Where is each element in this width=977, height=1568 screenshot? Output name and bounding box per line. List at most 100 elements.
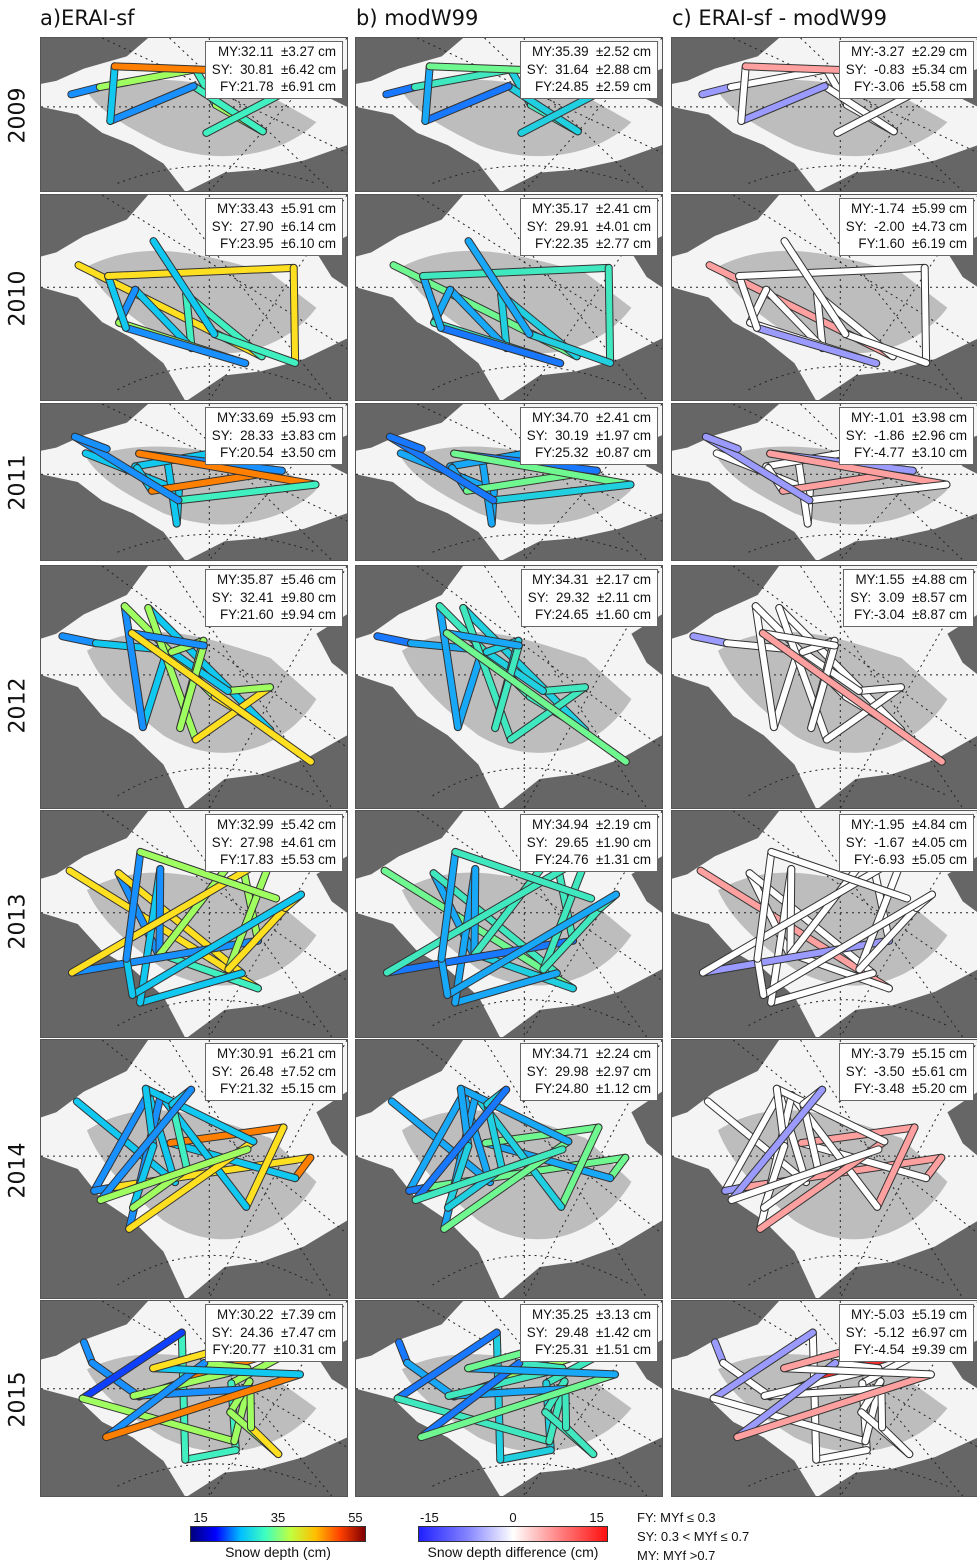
- stats-fy-line: FY:-3.06 ±5.58 cm: [853, 79, 967, 94]
- map-panel-2010-difference: MY:-1.74 ±5.99 cm SY: -2.00 ±4.73 cm FY:1.…: [671, 194, 977, 401]
- land-mass: [818, 1437, 977, 1496]
- flight-track-segment: [447, 286, 510, 352]
- multiyear-ice-region: [401, 79, 632, 157]
- flight-track-segment: [412, 1086, 510, 1204]
- flight-track-segment: [754, 848, 775, 962]
- stats-box: MY:-5.03 ±5.19 cm SY: -5.12 ±6.97 cm FY:-4…: [838, 1304, 974, 1362]
- stats-fy-line: FY:-6.93 ±5.05 cm: [853, 852, 967, 867]
- flight-track-segment: [132, 286, 195, 352]
- flight-track-segment: [167, 1124, 287, 1146]
- graticule-arc: [432, 1463, 632, 1487]
- flight-track-segment: [136, 450, 319, 488]
- graticule-line: [208, 811, 347, 1037]
- colorbar-diff-tick: 0: [509, 1510, 517, 1525]
- flight-track-segment: [224, 684, 273, 694]
- stats-my-line: MY:35.17 ±2.41 cm: [532, 201, 651, 216]
- graticule-line: [101, 811, 347, 981]
- flight-track-segment: [243, 1124, 287, 1210]
- graticule-line: [839, 1301, 977, 1496]
- stats-fy-line: FY:-4.54 ±9.39 cm: [853, 1342, 967, 1357]
- stats-fy-line: FY:-4.77 ±3.10 cm: [853, 445, 967, 460]
- flight-track-segment: [734, 1360, 839, 1441]
- land-mass: [41, 38, 149, 84]
- map-panel-2014-erai-sf: MY:30.91 ±6.21 cm SY: 26.48 ±7.52 cm FY:21…: [40, 1039, 348, 1299]
- land-mass: [356, 1388, 500, 1496]
- arctic-map: [672, 811, 977, 1037]
- land-mass: [41, 287, 185, 400]
- stats-fy-line: FY:22.35 ±2.77 cm: [534, 236, 651, 251]
- flight-track-segment: [813, 1447, 870, 1463]
- map-panel-2009-difference: MY:-3.27 ±2.29 cm SY: -0.83 ±5.34 cm FY:-3…: [671, 37, 977, 192]
- stats-fy-line: FY:24.85 ±2.59 cm: [534, 79, 651, 94]
- stats-box: MY:30.91 ±6.21 cm SY: 26.48 ±7.52 cm FY:21…: [204, 1043, 343, 1101]
- stats-my-line: MY:-3.27 ±2.29 cm: [850, 44, 967, 59]
- graticule-line: [523, 811, 662, 1037]
- flight-track-segment: [507, 684, 588, 743]
- stats-box: MY:34.71 ±2.24 cm SY: 29.98 ±2.97 cm FY:24…: [519, 1043, 658, 1101]
- stats-fy-line: FY:1.60 ±6.19 cm: [858, 236, 967, 251]
- map-panel-2012-modw99: MY:34.31 ±2.17 cm SY: 29.32 ±2.11 cm FY:24…: [355, 565, 663, 809]
- arctic-map: [356, 1301, 662, 1496]
- map-panel-2010-modw99: MY:35.17 ±2.41 cm SY: 29.91 ±4.01 cm FY:22…: [355, 194, 663, 401]
- flight-track-segment: [763, 286, 826, 352]
- land-mass: [187, 338, 347, 400]
- flight-track-segment: [465, 238, 533, 338]
- stats-sy-line: SY: 31.64 ±2.88 cm: [526, 61, 651, 77]
- land-mass: [818, 1221, 977, 1298]
- land-mass: [947, 615, 977, 675]
- arctic-map: [356, 566, 662, 808]
- arctic-map: [356, 1040, 662, 1298]
- arctic-map: [672, 1040, 977, 1298]
- land-mass: [672, 1040, 780, 1118]
- flight-track-segment: [406, 1090, 467, 1194]
- flight-track-segment: [225, 905, 289, 973]
- land-mass: [41, 1301, 149, 1360]
- flight-track-segment: [842, 331, 930, 366]
- flight-track-segment: [123, 848, 144, 962]
- flight-track-segment: [145, 604, 199, 743]
- land-mass: [356, 1301, 464, 1360]
- flight-track-segment: [558, 1124, 602, 1210]
- flight-track-segment: [225, 851, 276, 973]
- flight-track-segment: [139, 647, 171, 731]
- flight-track-segment: [128, 630, 207, 649]
- land-mass: [356, 38, 464, 84]
- flight-track-segment: [105, 273, 129, 331]
- year-label-2013: 2013: [5, 893, 31, 950]
- flight-track-segment: [438, 955, 451, 998]
- graticule-line: [169, 38, 333, 191]
- flight-track-segment: [412, 1146, 566, 1204]
- flight-track-segment: [418, 1371, 618, 1441]
- flight-track-segment: [145, 604, 274, 734]
- stats-box: MY:-3.27 ±2.29 cm SY: -0.83 ±5.34 cm FY:-3…: [838, 41, 974, 99]
- graticule-line: [169, 1040, 333, 1298]
- stats-box: MY:-1.01 ±3.98 cm SY: -1.86 ±2.96 cm FY:-4…: [838, 407, 974, 465]
- stats-fy-line: FY:21.78 ±6.91 cm: [219, 79, 336, 94]
- stats-my-line: MY:-5.03 ±5.19 cm: [850, 1307, 967, 1322]
- flight-track-segment: [145, 1090, 179, 1186]
- graticule-line: [800, 38, 964, 191]
- flight-track-segment: [806, 481, 950, 504]
- graticule-line: [523, 1301, 662, 1496]
- stats-my-line: MY:-1.01 ±3.98 cm: [850, 410, 967, 425]
- flight-track-segment: [526, 331, 614, 366]
- land-mass: [41, 195, 149, 257]
- land-mass: [41, 1156, 185, 1298]
- stats-box: MY:-1.74 ±5.99 cm SY: -2.00 ±4.73 cm FY:1.…: [838, 198, 974, 256]
- stats-box: MY:-1.95 ±4.84 cm SY: -1.67 ±4.05 cm FY:-6…: [838, 814, 974, 872]
- land-mass: [356, 566, 464, 639]
- land-mass: [316, 614, 347, 675]
- stats-box: MY:34.70 ±2.41 cm SY: 30.19 ±1.97 cm FY:25…: [519, 407, 658, 465]
- land-mass: [356, 195, 464, 257]
- graticule-arc: [117, 165, 317, 184]
- flight-track-segment: [728, 1086, 826, 1204]
- stats-my-line: MY:35.87 ±5.46 cm: [217, 572, 336, 587]
- land-mass: [672, 474, 816, 560]
- flight-track-segment: [752, 603, 777, 731]
- graticule-arc: [748, 1463, 948, 1487]
- graticule-line: [416, 566, 662, 748]
- flight-track-segment: [767, 450, 950, 488]
- graticule-arc: [748, 1255, 948, 1286]
- land-mass: [356, 287, 500, 400]
- column-title-a: a)ERAI-sf: [40, 6, 135, 30]
